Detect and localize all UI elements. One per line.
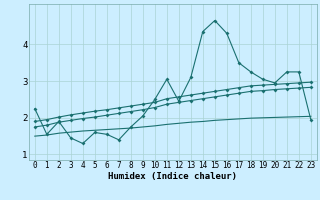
X-axis label: Humidex (Indice chaleur): Humidex (Indice chaleur): [108, 172, 237, 181]
